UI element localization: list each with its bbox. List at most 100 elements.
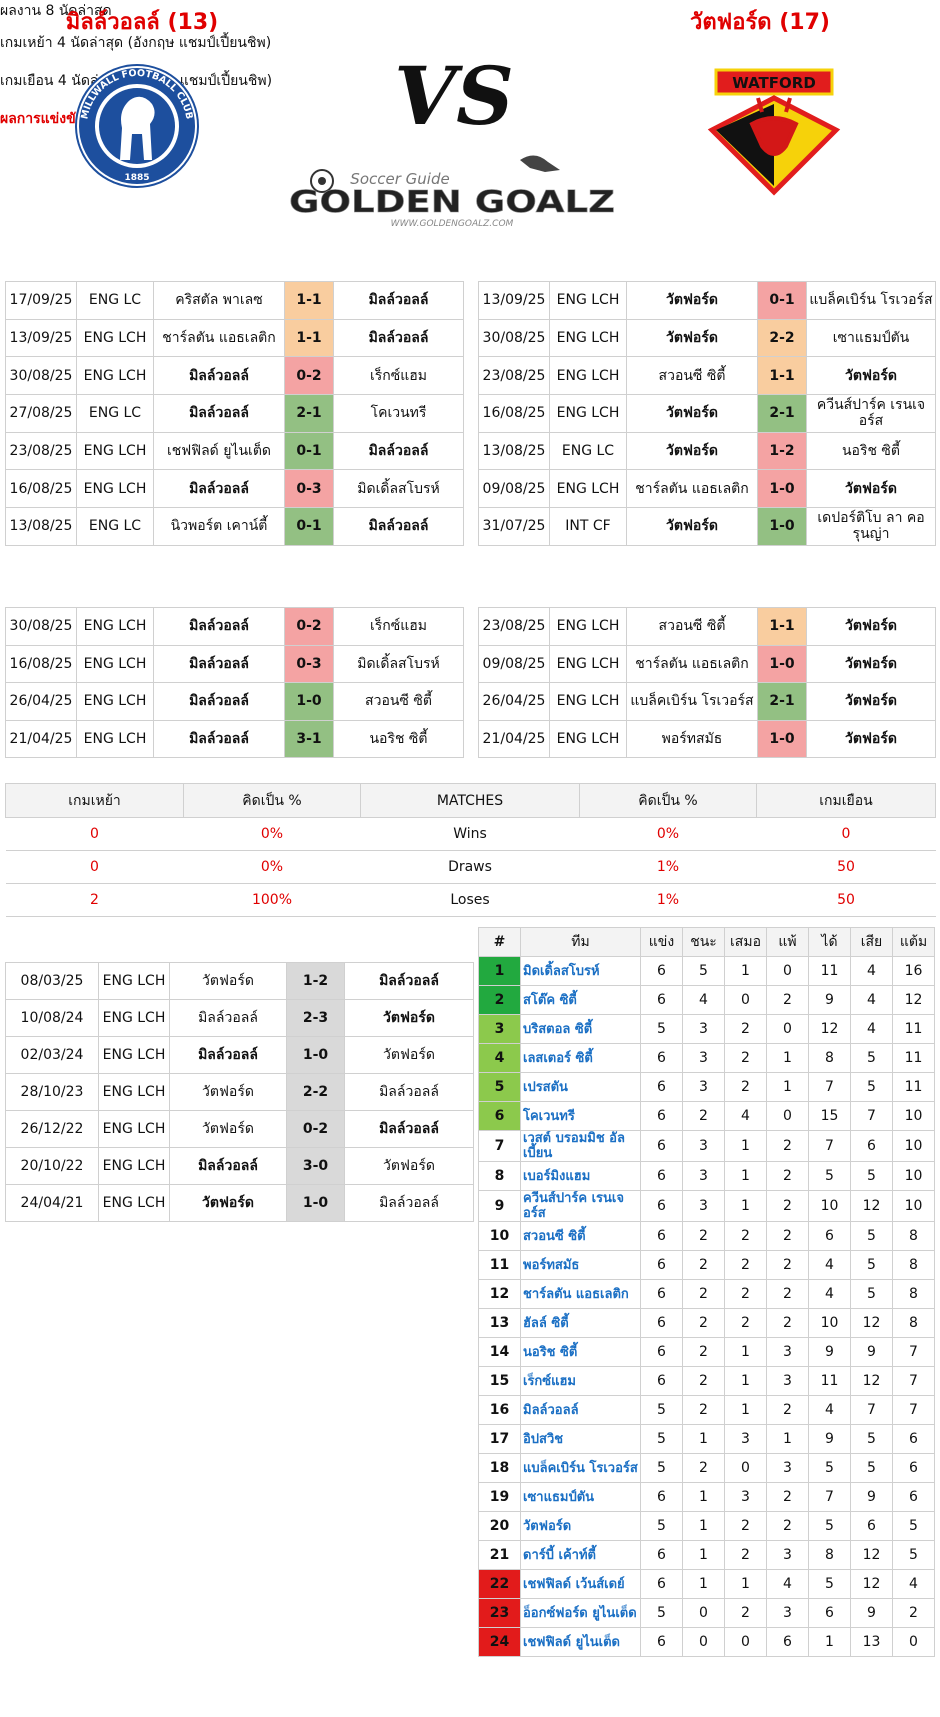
away-team: มิดเดิ้ลสโบรห์ — [333, 644, 464, 683]
table-body: 17/09/25 ENG LC คริสตัล พาเลซ 1-1 มิลล์วอลล์… — [5, 281, 464, 546]
match-league: ENG LCH — [549, 469, 627, 509]
away-team: วัตฟอร์ด — [806, 469, 936, 509]
standings-cell: 0 — [766, 1014, 809, 1044]
standings-header: ทีม — [520, 927, 641, 957]
match-row: 21/04/25 ENG LCH พอร์ทสมัธ 1-0 วัตฟอร์ด — [478, 719, 936, 758]
standings-cell: 5 — [808, 1569, 851, 1599]
match-date: 20/10/22 — [5, 1147, 99, 1185]
away-team: แบล็คเบิร์น โรเวอร์ส — [806, 281, 936, 320]
home-team: มิลล์วอลล์ — [169, 1147, 287, 1185]
match-date: 16/08/25 — [478, 394, 550, 433]
match-league: ENG LCH — [76, 682, 154, 721]
standings-cell: 6 — [892, 1482, 935, 1512]
standings-cell: 11 — [478, 1250, 521, 1280]
match-league: ENG LCH — [76, 431, 154, 471]
standings-cell: 3 — [724, 1424, 767, 1454]
standings-cell: 2 — [766, 1221, 809, 1251]
standings-cell: 5 — [640, 1453, 683, 1483]
standings-team: เชฟฟิลด์ เว้นส์เดย์ — [520, 1569, 641, 1599]
standings-cell: 0 — [724, 985, 767, 1015]
standings-cell: 8 — [808, 1540, 851, 1570]
standings-cell: 2 — [682, 1453, 725, 1483]
standings-cell: 1 — [682, 1482, 725, 1512]
standings-cell: 9 — [850, 1482, 893, 1512]
standings-cell: 6 — [808, 1221, 851, 1251]
standings-row: 17 อิปสวิช 5 1 3 1 9 5 6 — [478, 1424, 935, 1454]
match-row: 16/08/25 ENG LCH วัตฟอร์ด 2-1 ควีนส์ปาร์ค เร… — [478, 394, 936, 433]
standings-cell: 6 — [640, 1101, 683, 1131]
standings-cell: 12 — [850, 1308, 893, 1338]
standings-cell: 6 — [640, 1072, 683, 1102]
standings-team: พอร์ทสมัธ — [520, 1250, 641, 1280]
standings-cell: 6 — [640, 1627, 683, 1657]
standings-cell: 6 — [640, 1043, 683, 1073]
standings-cell: 6 — [640, 1337, 683, 1367]
match-date: 28/10/23 — [5, 1073, 99, 1111]
standings-cell: 6 — [640, 1161, 683, 1191]
away-team: นอริช ซิตี้ — [333, 719, 464, 758]
standings-cell: 7 — [892, 1395, 935, 1425]
standings-team: เลสเตอร์ ซิตี้ — [520, 1043, 641, 1073]
standings-cell: 2 — [724, 1308, 767, 1338]
stats-cell: 0 — [756, 817, 936, 851]
standings-cell: 4 — [892, 1569, 935, 1599]
away-team: มิลล์วอลล์ — [344, 1110, 474, 1148]
home-team: สวอนซี ซิตี้ — [626, 607, 758, 646]
standings-cell: 11 — [808, 956, 851, 986]
standings-team: มิดเดิ้ลสโบรห์ — [520, 956, 641, 986]
standings-cell: 3 — [682, 1043, 725, 1073]
standings-cell: 10 — [892, 1130, 935, 1162]
standings-cell: 2 — [766, 1279, 809, 1309]
standings-cell: 5 — [640, 1598, 683, 1628]
standings-cell: 2 — [682, 1395, 725, 1425]
standings-cell: 1 — [724, 1395, 767, 1425]
standings-row: 9 ควีนส์ปาร์ค เรนเจอร์ส 6 3 1 2 10 12 10 — [478, 1190, 935, 1222]
standings-cell: 12 — [850, 1569, 893, 1599]
standings-cell: 2 — [892, 1598, 935, 1628]
standings-cell: 4 — [682, 985, 725, 1015]
match-league: ENG LCH — [549, 318, 627, 358]
standings-cell: 9 — [808, 1424, 851, 1454]
stats-row: 0 0% Draws 1% 50 — [5, 850, 936, 884]
standings-cell: 20 — [478, 1511, 521, 1541]
standings-cell: 7 — [892, 1337, 935, 1367]
standings-cell: 5 — [892, 1540, 935, 1570]
standings-cell: 10 — [478, 1221, 521, 1251]
standings-row: 24 เชฟฟิลด์ ยูไนเต็ด 6 0 0 6 1 13 0 — [478, 1627, 935, 1657]
match-league: ENG LCH — [549, 356, 627, 396]
stats-row: 0 0% Wins 0% 0 — [5, 817, 936, 851]
standings-cell: 6 — [640, 1190, 683, 1222]
match-score: 2-2 — [286, 1073, 345, 1111]
standings-cell: 5 — [850, 1250, 893, 1280]
away-team: วัตฟอร์ด — [344, 1036, 474, 1074]
stats-row: 2 100% Loses 1% 50 — [5, 883, 936, 917]
standings-cell: 10 — [892, 1101, 935, 1131]
match-score: 1-2 — [286, 962, 345, 1000]
standings-cell: 24 — [478, 1627, 521, 1657]
match-score: 0-1 — [757, 281, 807, 320]
home-team: มิลล์วอลล์ — [153, 469, 285, 509]
match-league: ENG LC — [549, 431, 627, 471]
match-league: ENG LCH — [549, 644, 627, 683]
standings-cell: 21 — [478, 1540, 521, 1570]
table-body: # ทีม แข่ง ชนะ เสมอ แพ้ ได้ เสีย แต้ม 1 มิดเดิ้ลสโ… — [478, 927, 935, 1657]
match-date: 30/08/25 — [5, 607, 77, 646]
match-league: ENG LCH — [76, 356, 154, 396]
match-row: 09/08/25 ENG LCH ชาร์ลตัน แอธเลติก 1-0 วัตฟอ… — [478, 469, 936, 509]
standings-cell: 5 — [808, 1453, 851, 1483]
standings-header: แต้ม — [892, 927, 935, 957]
standings-cell: 2 — [724, 1511, 767, 1541]
match-row: 23/08/25 ENG LCH เชฟฟิลด์ ยูไนเต็ด 0-1 มิลล์… — [5, 431, 464, 471]
standings-cell: 7 — [808, 1130, 851, 1162]
standings-cell: 17 — [478, 1424, 521, 1454]
standings-cell: 6 — [640, 1250, 683, 1280]
standings-row: 21 ดาร์บี้ เค้าท์ตี้ 6 1 2 3 8 12 5 — [478, 1540, 935, 1570]
standings-cell: 2 — [766, 1308, 809, 1338]
standings-row: 14 นอริช ซิตี้ 6 2 1 3 9 9 7 — [478, 1337, 935, 1367]
standings-row: 13 ฮัลล์ ซิตี้ 6 2 2 2 10 12 8 — [478, 1308, 935, 1338]
standings-cell: 8 — [478, 1161, 521, 1191]
stats-cell: 0% — [183, 850, 361, 884]
standings-cell: 3 — [766, 1540, 809, 1570]
stats-cell: 0% — [183, 817, 361, 851]
standings-header: แข่ง — [640, 927, 683, 957]
